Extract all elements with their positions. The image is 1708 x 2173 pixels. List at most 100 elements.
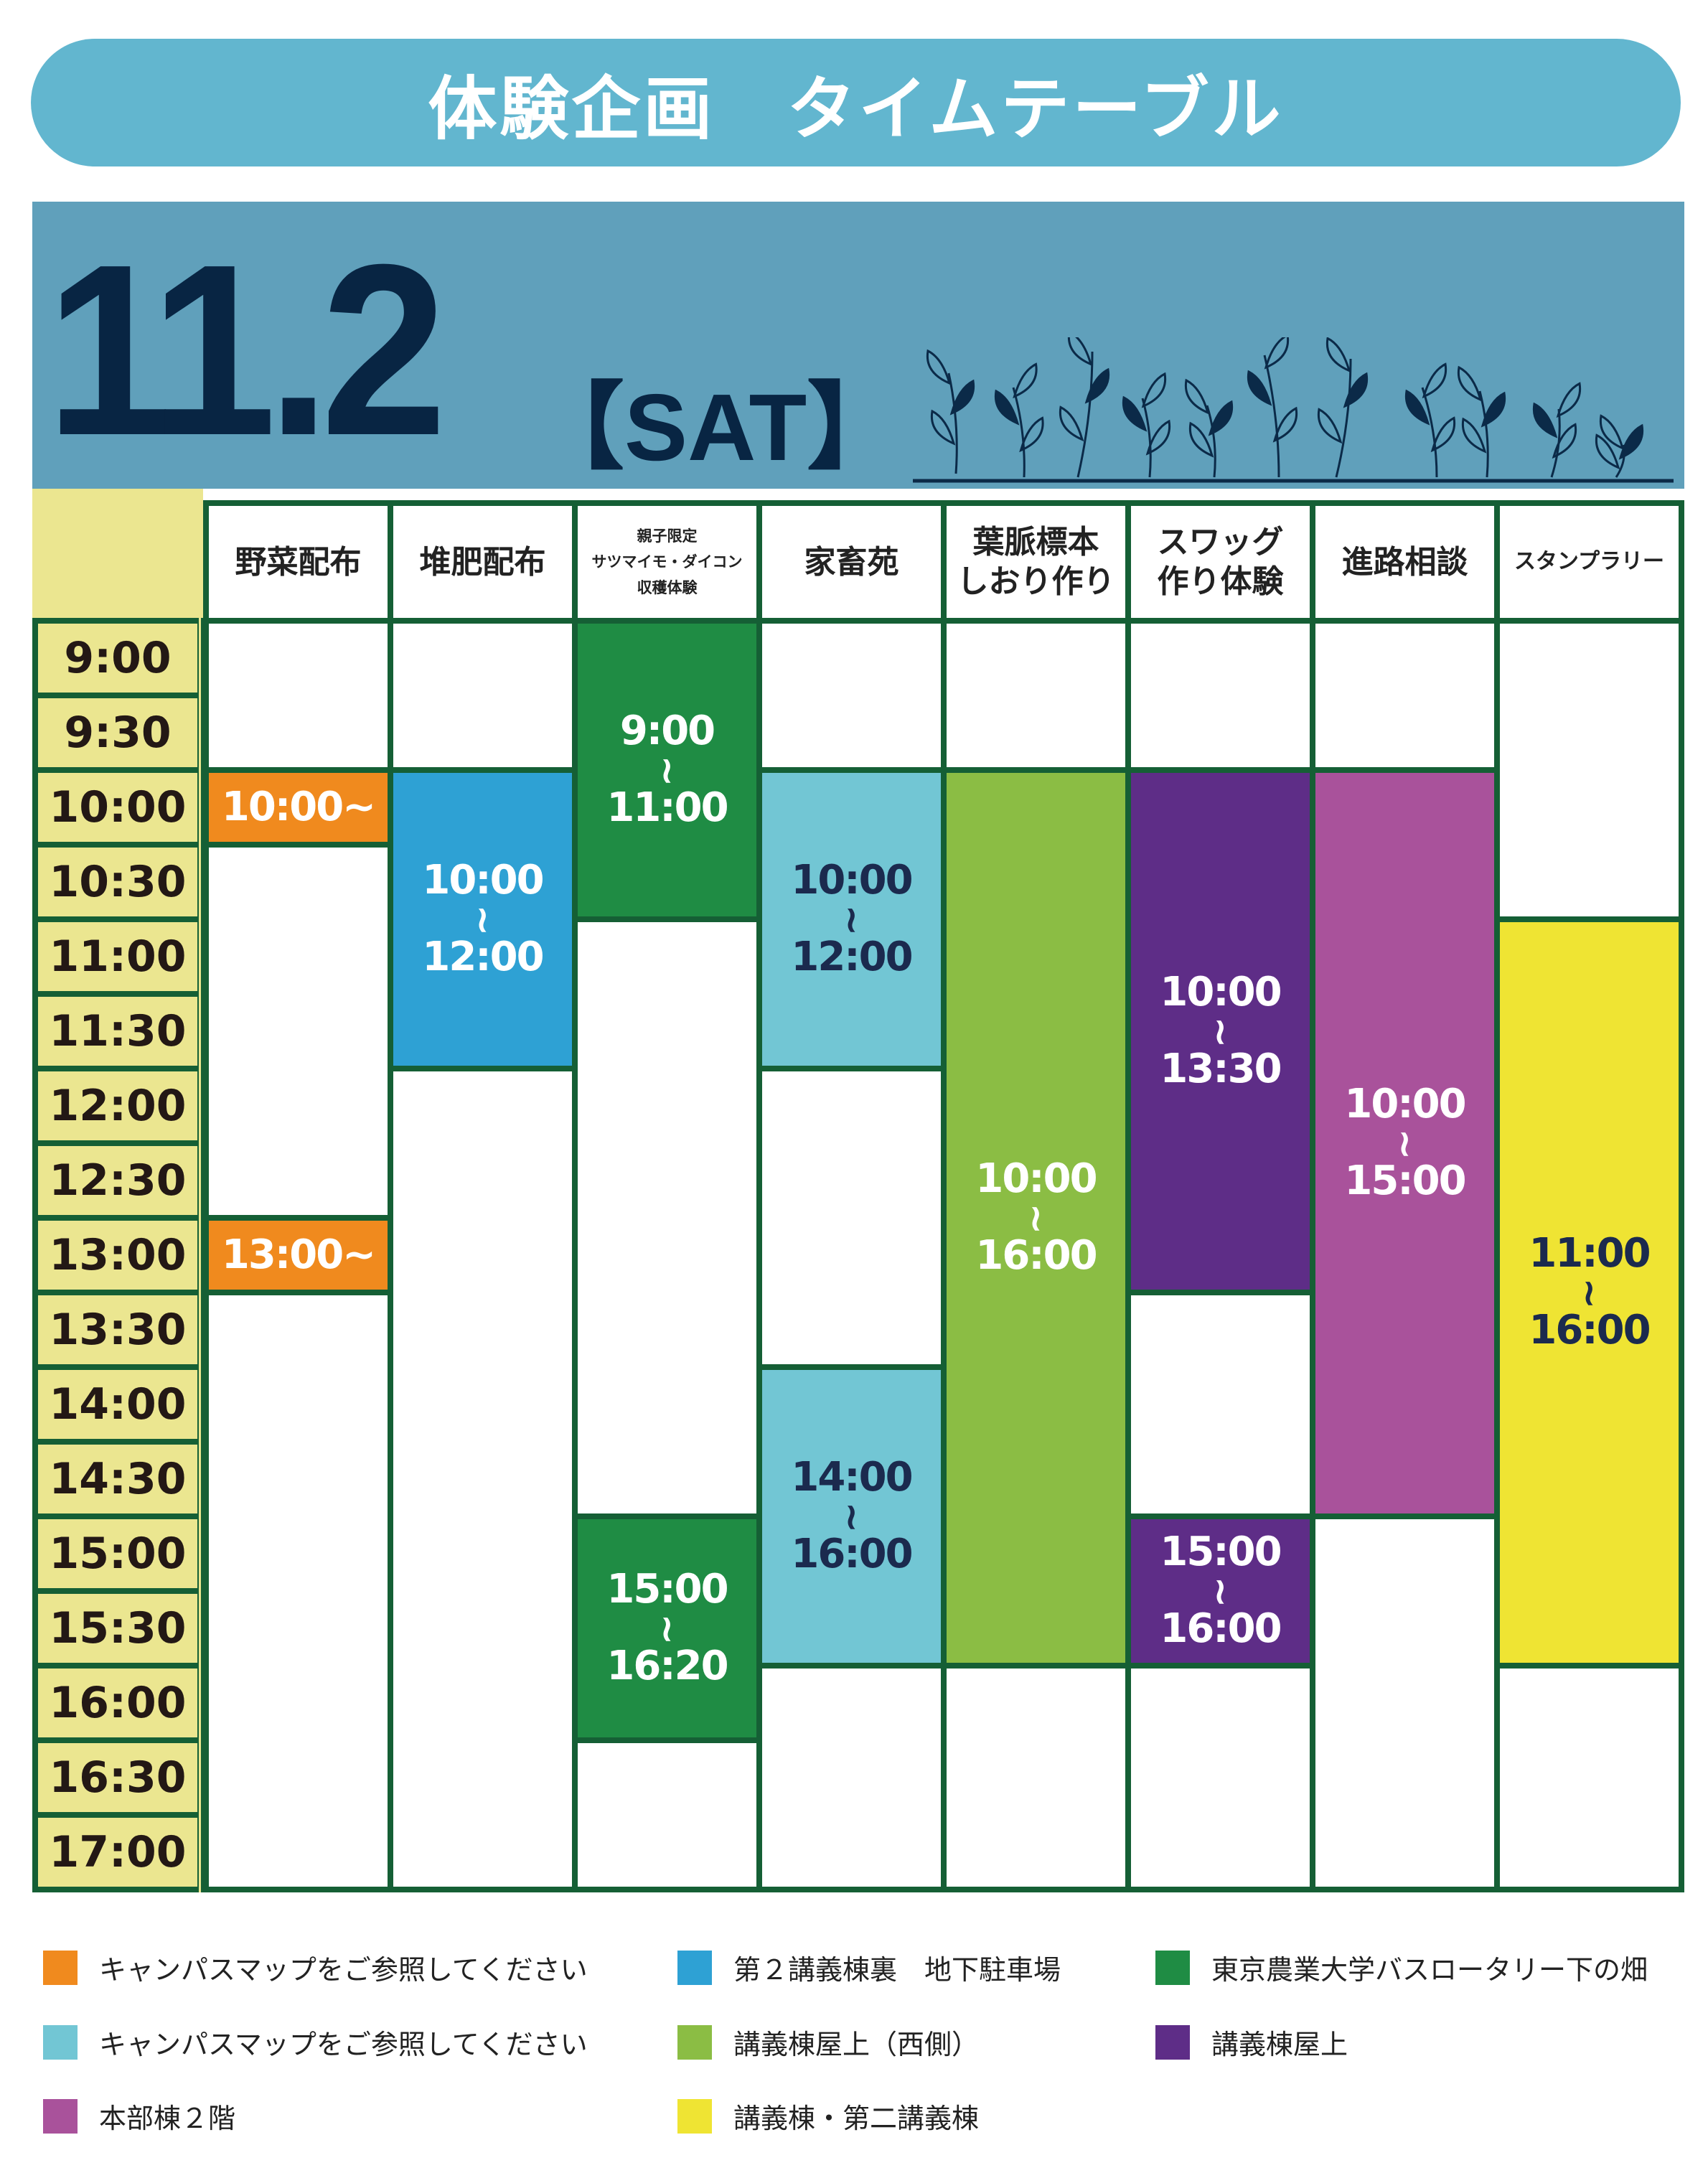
empty-slot [1131, 1669, 1310, 1887]
range-separator: ~ [645, 755, 689, 785]
event-time: 11:00 [1529, 1230, 1651, 1277]
legend-label: 本部棟２階 [99, 2103, 236, 2134]
legend-label: キャンパスマップをご参照してください [99, 1954, 588, 1986]
time-label: 13:30 [38, 1295, 197, 1364]
column-header-line: 作り体験 [1157, 563, 1284, 600]
event-block[interactable]: 10:00 ~12:00 [762, 773, 941, 1066]
empty-slot [1315, 1519, 1494, 1887]
column-header-line: 葉脈標本 [972, 524, 1099, 560]
event-block[interactable]: 10:00 ~16:00 [947, 773, 1125, 1663]
legend-item: 講義棟・第二講義棟 [677, 2096, 979, 2136]
legend-swatch [43, 2098, 78, 2134]
leaf-icon [926, 349, 952, 385]
column-header: 家畜苑 [762, 506, 941, 618]
empty-slot [1131, 624, 1310, 767]
leaf-icon [1019, 416, 1044, 453]
empty-slot [578, 922, 756, 1513]
time-label: 11:30 [38, 997, 197, 1066]
empty-slot [393, 1071, 572, 1887]
empty-slot [1500, 624, 1679, 916]
column-header-line: しおり作り [957, 563, 1115, 600]
event-block[interactable]: 10:00~ [209, 773, 388, 842]
event-time: 15:00 [1344, 1158, 1466, 1205]
time-label: 9:00 [38, 624, 197, 693]
leaf-icon [1595, 433, 1620, 470]
event-time: 14:00 [791, 1454, 913, 1501]
empty-slot [1131, 1295, 1310, 1513]
plant-stem [1141, 398, 1152, 478]
event-block[interactable]: 15:00 ~16:00 [1131, 1519, 1310, 1663]
event-block[interactable]: 11:00 ~16:00 [1500, 922, 1679, 1663]
legend-item: 講義棟屋上（西側） [677, 2022, 979, 2062]
range-separator: ~ [830, 904, 873, 934]
event-date: 11.2 [46, 214, 447, 487]
time-label: 16:00 [38, 1669, 197, 1737]
range-separator: ~ [1198, 1016, 1242, 1046]
event-block[interactable]: 10:00 ~13:30 [1131, 773, 1310, 1290]
time-label: 17:00 [38, 1818, 197, 1887]
leaf-icon [1272, 406, 1298, 443]
empty-slot [1500, 1669, 1679, 1887]
legend-swatch [677, 2024, 712, 2060]
leaf-icon [1618, 423, 1644, 460]
range-separator: ~ [1198, 1576, 1242, 1606]
event-block[interactable]: 14:00 ~16:00 [762, 1370, 941, 1663]
legend-label: キャンパスマップをご参照してください [99, 2029, 588, 2060]
empty-slot [393, 624, 572, 767]
event-time: 16:00 [975, 1232, 1097, 1280]
event-time: 10:00 [791, 857, 913, 904]
event-block[interactable]: 13:00~ [209, 1221, 388, 1290]
leaf-icon [1552, 423, 1577, 459]
time-label: 10:00 [38, 773, 197, 842]
legend-item: キャンパスマップをご参照してください [43, 2022, 588, 2062]
empty-slot [762, 624, 941, 767]
empty-slot [947, 624, 1125, 767]
event-time: 9:00 [619, 708, 715, 755]
leaf-icon [1404, 389, 1430, 426]
event-time: 10:00 [422, 857, 544, 904]
leaf-icon [1145, 419, 1171, 456]
leaf-icon [1556, 382, 1582, 418]
empty-slot [947, 1669, 1125, 1887]
time-label: 16:30 [38, 1743, 197, 1812]
event-block[interactable]: 15:00 ~16:20 [578, 1519, 756, 1737]
leaf-icon [1461, 417, 1487, 454]
leaf-icon [1343, 372, 1369, 408]
leaf-icon [1188, 421, 1214, 458]
event-time: 15:00 [1160, 1529, 1282, 1576]
event-block[interactable]: 9:00 ~11:00 [578, 624, 756, 916]
column-header: 進路相談 [1315, 506, 1494, 618]
time-label: 14:30 [38, 1445, 197, 1513]
leaf-icon [1208, 400, 1234, 436]
leaf-icon [1067, 337, 1093, 367]
event-block[interactable]: 10:00 ~15:00 [1315, 773, 1494, 1513]
event-block[interactable]: 10:00 ~12:00 [393, 773, 572, 1066]
leaf-icon [1481, 391, 1506, 428]
column-header-line: 野菜配布 [235, 543, 362, 581]
column-header: 野菜配布 [209, 506, 388, 618]
plant-illustration [913, 337, 1674, 483]
leaf-icon [1122, 395, 1148, 432]
column-header-line: 進路相談 [1341, 543, 1468, 581]
column-header-line: スワッグ [1157, 524, 1284, 560]
event-time: 16:00 [791, 1531, 913, 1578]
empty-slot [209, 1295, 388, 1887]
plant-stem [1335, 358, 1352, 478]
leaf-icon [1325, 337, 1351, 373]
legend-swatch [677, 1950, 712, 1985]
time-label: 15:00 [38, 1519, 197, 1588]
leaf-icon [1430, 416, 1456, 453]
column-header: スワッグ 作り体験 [1131, 506, 1310, 618]
range-separator: ~ [1014, 1203, 1058, 1233]
plant-stem [947, 372, 958, 474]
event-time: 12:00 [422, 934, 544, 981]
leaf-icon [1532, 402, 1558, 438]
leaf-icon [1059, 405, 1084, 442]
range-separator: ~ [645, 1613, 689, 1643]
legend-swatch [43, 1950, 78, 1985]
empty-slot [209, 848, 388, 1215]
plant-stem [1076, 351, 1094, 478]
leaf-icon [1457, 365, 1483, 402]
legend-label: 東京農業大学バスロータリー下の畑 [1211, 1954, 1648, 1986]
event-time: 10:00 [1344, 1081, 1466, 1128]
